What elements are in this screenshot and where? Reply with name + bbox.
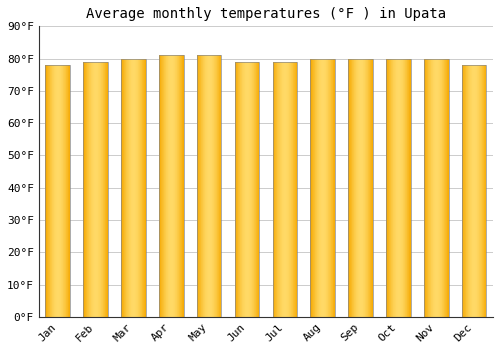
Bar [159,55,184,317]
Bar [84,62,108,317]
Title: Average monthly temperatures (°F ) in Upata: Average monthly temperatures (°F ) in Up… [86,7,446,21]
Bar [234,62,260,317]
Bar [462,65,486,317]
Bar [121,58,146,317]
Bar [197,55,222,317]
Bar [424,58,448,317]
Bar [386,58,410,317]
Bar [348,58,373,317]
Bar [310,58,335,317]
Bar [272,62,297,317]
Bar [46,65,70,317]
